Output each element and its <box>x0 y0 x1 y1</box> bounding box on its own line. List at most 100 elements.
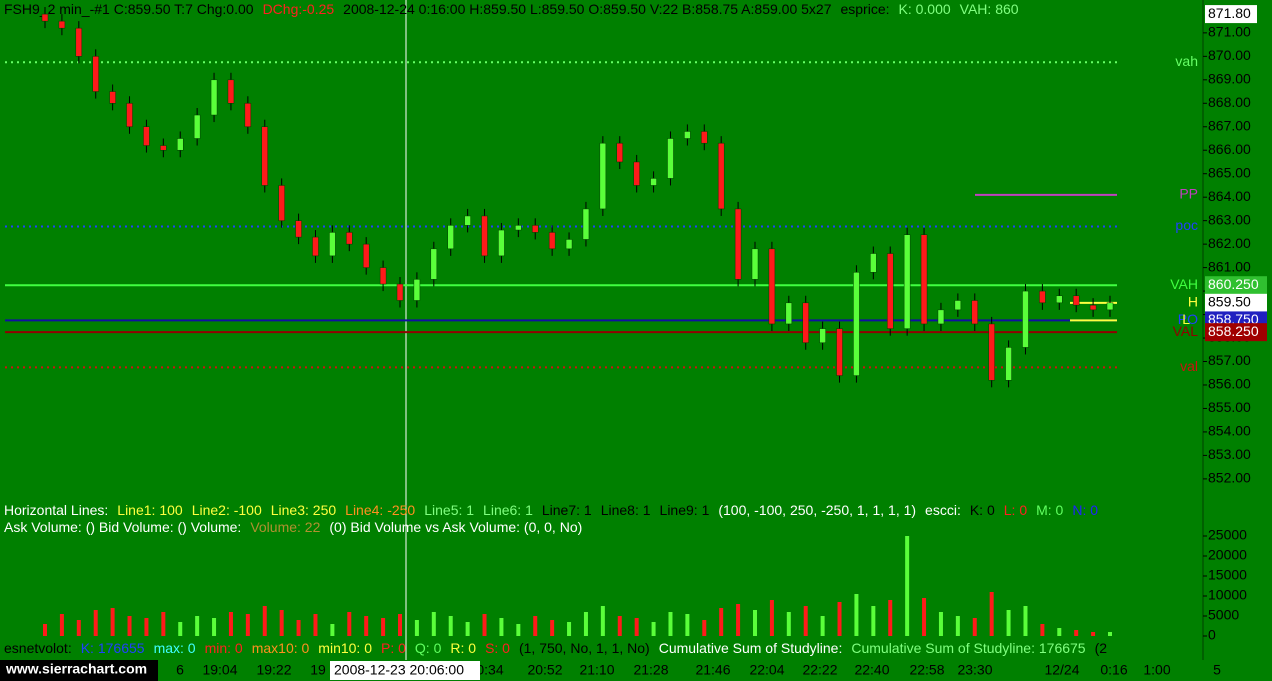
volume-bar <box>279 610 284 636</box>
y-tick-label: 869.00 <box>1208 71 1251 87</box>
y-tick-label: 871.00 <box>1208 24 1251 40</box>
text-segment: DChg:-0.25 <box>263 1 335 17</box>
text-segment: K: 176655 <box>81 640 145 656</box>
text-segment: max10: 0 <box>252 640 310 656</box>
candle-body <box>295 220 302 238</box>
y-tick-label: 864.00 <box>1208 188 1251 204</box>
x-tick-label: 23:30 <box>957 662 992 678</box>
candle-body <box>582 208 590 240</box>
candle-body <box>1089 304 1097 311</box>
volume-bar <box>448 616 453 636</box>
x-tick-label: 22:04 <box>749 662 784 678</box>
volume-bar <box>1074 630 1079 636</box>
x-tick-label: 22:58 <box>909 662 944 678</box>
volume-bar <box>702 620 707 636</box>
x-tick-label: 6 <box>176 662 184 678</box>
volume-bar <box>347 612 352 636</box>
header: FSH9_2 min_-#1 C:859.50 T:7 Chg:0.00 DChg… <box>4 1 1019 17</box>
text-segment: Q: 0 <box>415 640 442 656</box>
y-tick-label: 866.00 <box>1208 141 1251 157</box>
y-tick-label: 863.00 <box>1208 211 1251 227</box>
candle-body <box>278 185 285 221</box>
y-tick-label: 853.00 <box>1208 446 1251 462</box>
volume-bar <box>837 602 842 636</box>
y-tick-label: 865.00 <box>1208 164 1251 180</box>
volume-bar <box>330 624 335 636</box>
volume-bar <box>617 616 622 636</box>
volume-bar <box>854 594 859 636</box>
y-tick-label: 857.00 <box>1208 352 1251 368</box>
candle-body <box>599 142 607 210</box>
text-segment: max: 0 <box>154 640 196 656</box>
candle-body <box>379 267 387 285</box>
volume-bar <box>161 612 166 636</box>
level-box-label: 859.50 <box>1208 294 1251 310</box>
x-tick-label: 0:34 <box>476 662 503 678</box>
study-line: Ask Volume: () Bid Volume: () Volume: Vol… <box>4 519 582 535</box>
text-segment: P: 0 <box>381 640 406 656</box>
candle-body <box>58 20 66 29</box>
volume-bar <box>972 618 977 636</box>
date-box <box>330 661 480 680</box>
volume-bar <box>719 608 724 636</box>
candle-body <box>768 248 776 325</box>
candle-body <box>261 126 269 186</box>
text-segment: Line8: 1 <box>601 502 651 518</box>
candle-body <box>396 283 404 301</box>
level-box-label: 858.250 <box>1208 323 1259 339</box>
text-segment: Line2: -100 <box>192 502 262 518</box>
candle-body <box>785 302 793 325</box>
candle-body <box>143 126 150 146</box>
text-segment: Line1: 100 <box>117 502 183 518</box>
site-label: www.sierrachart.com <box>5 661 147 677</box>
candle-body <box>903 234 911 329</box>
volume-bar <box>888 600 893 636</box>
candle-body <box>160 145 167 151</box>
x-tick-label: 1:00 <box>1143 662 1170 678</box>
candle-body <box>430 248 438 280</box>
volume-bar <box>364 616 369 636</box>
text-segment: Line4: -250 <box>345 502 415 518</box>
candle-body <box>920 234 928 325</box>
volume-bar <box>567 622 572 636</box>
candle-body <box>329 232 336 257</box>
volume-bar <box>685 614 690 636</box>
candle-body <box>633 161 640 186</box>
text-segment: Cumulative Sum of Studyline: 176675 <box>851 640 1085 656</box>
candle-body <box>193 114 201 139</box>
x-tick-label: 21:10 <box>579 662 614 678</box>
x-tick-label: 19:04 <box>202 662 237 678</box>
text-segment: min10: 0 <box>318 640 372 656</box>
level-label: PP <box>1179 186 1198 202</box>
x-tick-label: 21:28 <box>633 662 668 678</box>
candle-body <box>481 215 488 257</box>
candle-body <box>227 79 235 104</box>
candle-body <box>176 138 184 151</box>
volume-bar <box>634 618 639 636</box>
level-box <box>1205 293 1267 312</box>
candle-body <box>413 279 421 301</box>
y-tick-label: 856.00 <box>1208 376 1251 392</box>
y-tick-label: 20000 <box>1208 547 1247 563</box>
text-segment: FSH9_2 min_-#1 C:859.50 T:7 Chg:0.00 <box>4 1 254 17</box>
volume-bar <box>93 610 98 636</box>
volume-bar <box>499 618 504 636</box>
x-tick-label: 19 <box>310 662 326 678</box>
volume-bar <box>516 624 521 636</box>
candle-body <box>616 142 624 163</box>
volume-bar <box>651 622 656 636</box>
text-segment: Line7: 1 <box>542 502 592 518</box>
volume-bar <box>262 606 267 636</box>
text-segment: Horizontal Lines: <box>4 502 108 518</box>
volume-bar <box>820 616 825 636</box>
volume-bar <box>43 624 47 636</box>
candle-body <box>1022 290 1029 348</box>
candle-body <box>92 56 99 92</box>
candle-body <box>751 248 759 280</box>
volume-bar <box>938 612 943 636</box>
x-tick-label: 5 <box>1213 662 1221 678</box>
candle-body <box>109 91 116 104</box>
text-segment: Ask Volume: () Bid Volume: () Volume: <box>4 519 241 535</box>
